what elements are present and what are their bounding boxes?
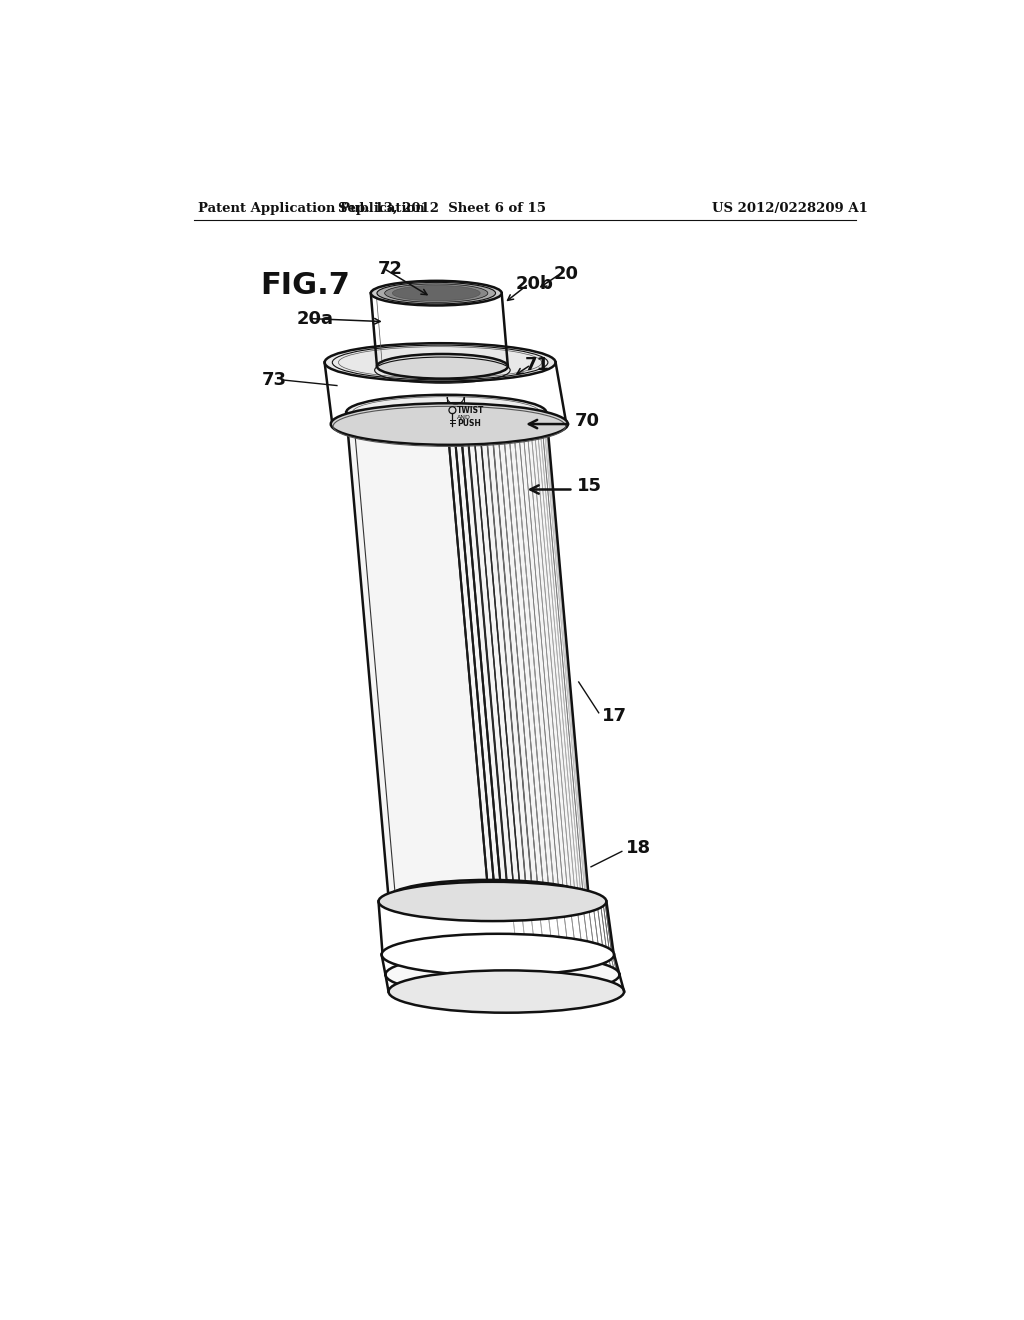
Text: TWIST: TWIST [457,407,484,416]
Text: FIG.7: FIG.7 [260,271,350,300]
Text: PUSH: PUSH [457,418,481,428]
Text: 20a: 20a [297,310,334,327]
Ellipse shape [388,880,589,915]
Ellipse shape [385,284,487,302]
Ellipse shape [382,933,614,975]
Ellipse shape [331,404,568,445]
Ellipse shape [388,970,625,1012]
Ellipse shape [371,281,502,305]
Ellipse shape [346,395,547,430]
Polygon shape [346,412,589,898]
Text: 73: 73 [261,371,287,389]
Text: US 2012/0228209 A1: US 2012/0228209 A1 [712,202,867,215]
Ellipse shape [377,354,508,379]
Ellipse shape [325,343,556,381]
Text: AND: AND [457,414,471,420]
Text: Sep. 13, 2012  Sheet 6 of 15: Sep. 13, 2012 Sheet 6 of 15 [338,202,547,215]
Text: 20b: 20b [516,275,554,293]
Text: Patent Application Publication: Patent Application Publication [199,202,425,215]
Text: 70: 70 [574,412,600,430]
Ellipse shape [385,954,620,995]
Ellipse shape [377,282,496,304]
Text: 17: 17 [602,708,627,725]
Text: 15: 15 [578,478,602,495]
Text: 72: 72 [378,260,402,277]
Ellipse shape [379,882,606,921]
Text: 18: 18 [626,840,651,857]
Text: 71: 71 [524,356,550,374]
Text: 20: 20 [554,265,579,282]
Ellipse shape [392,285,480,301]
